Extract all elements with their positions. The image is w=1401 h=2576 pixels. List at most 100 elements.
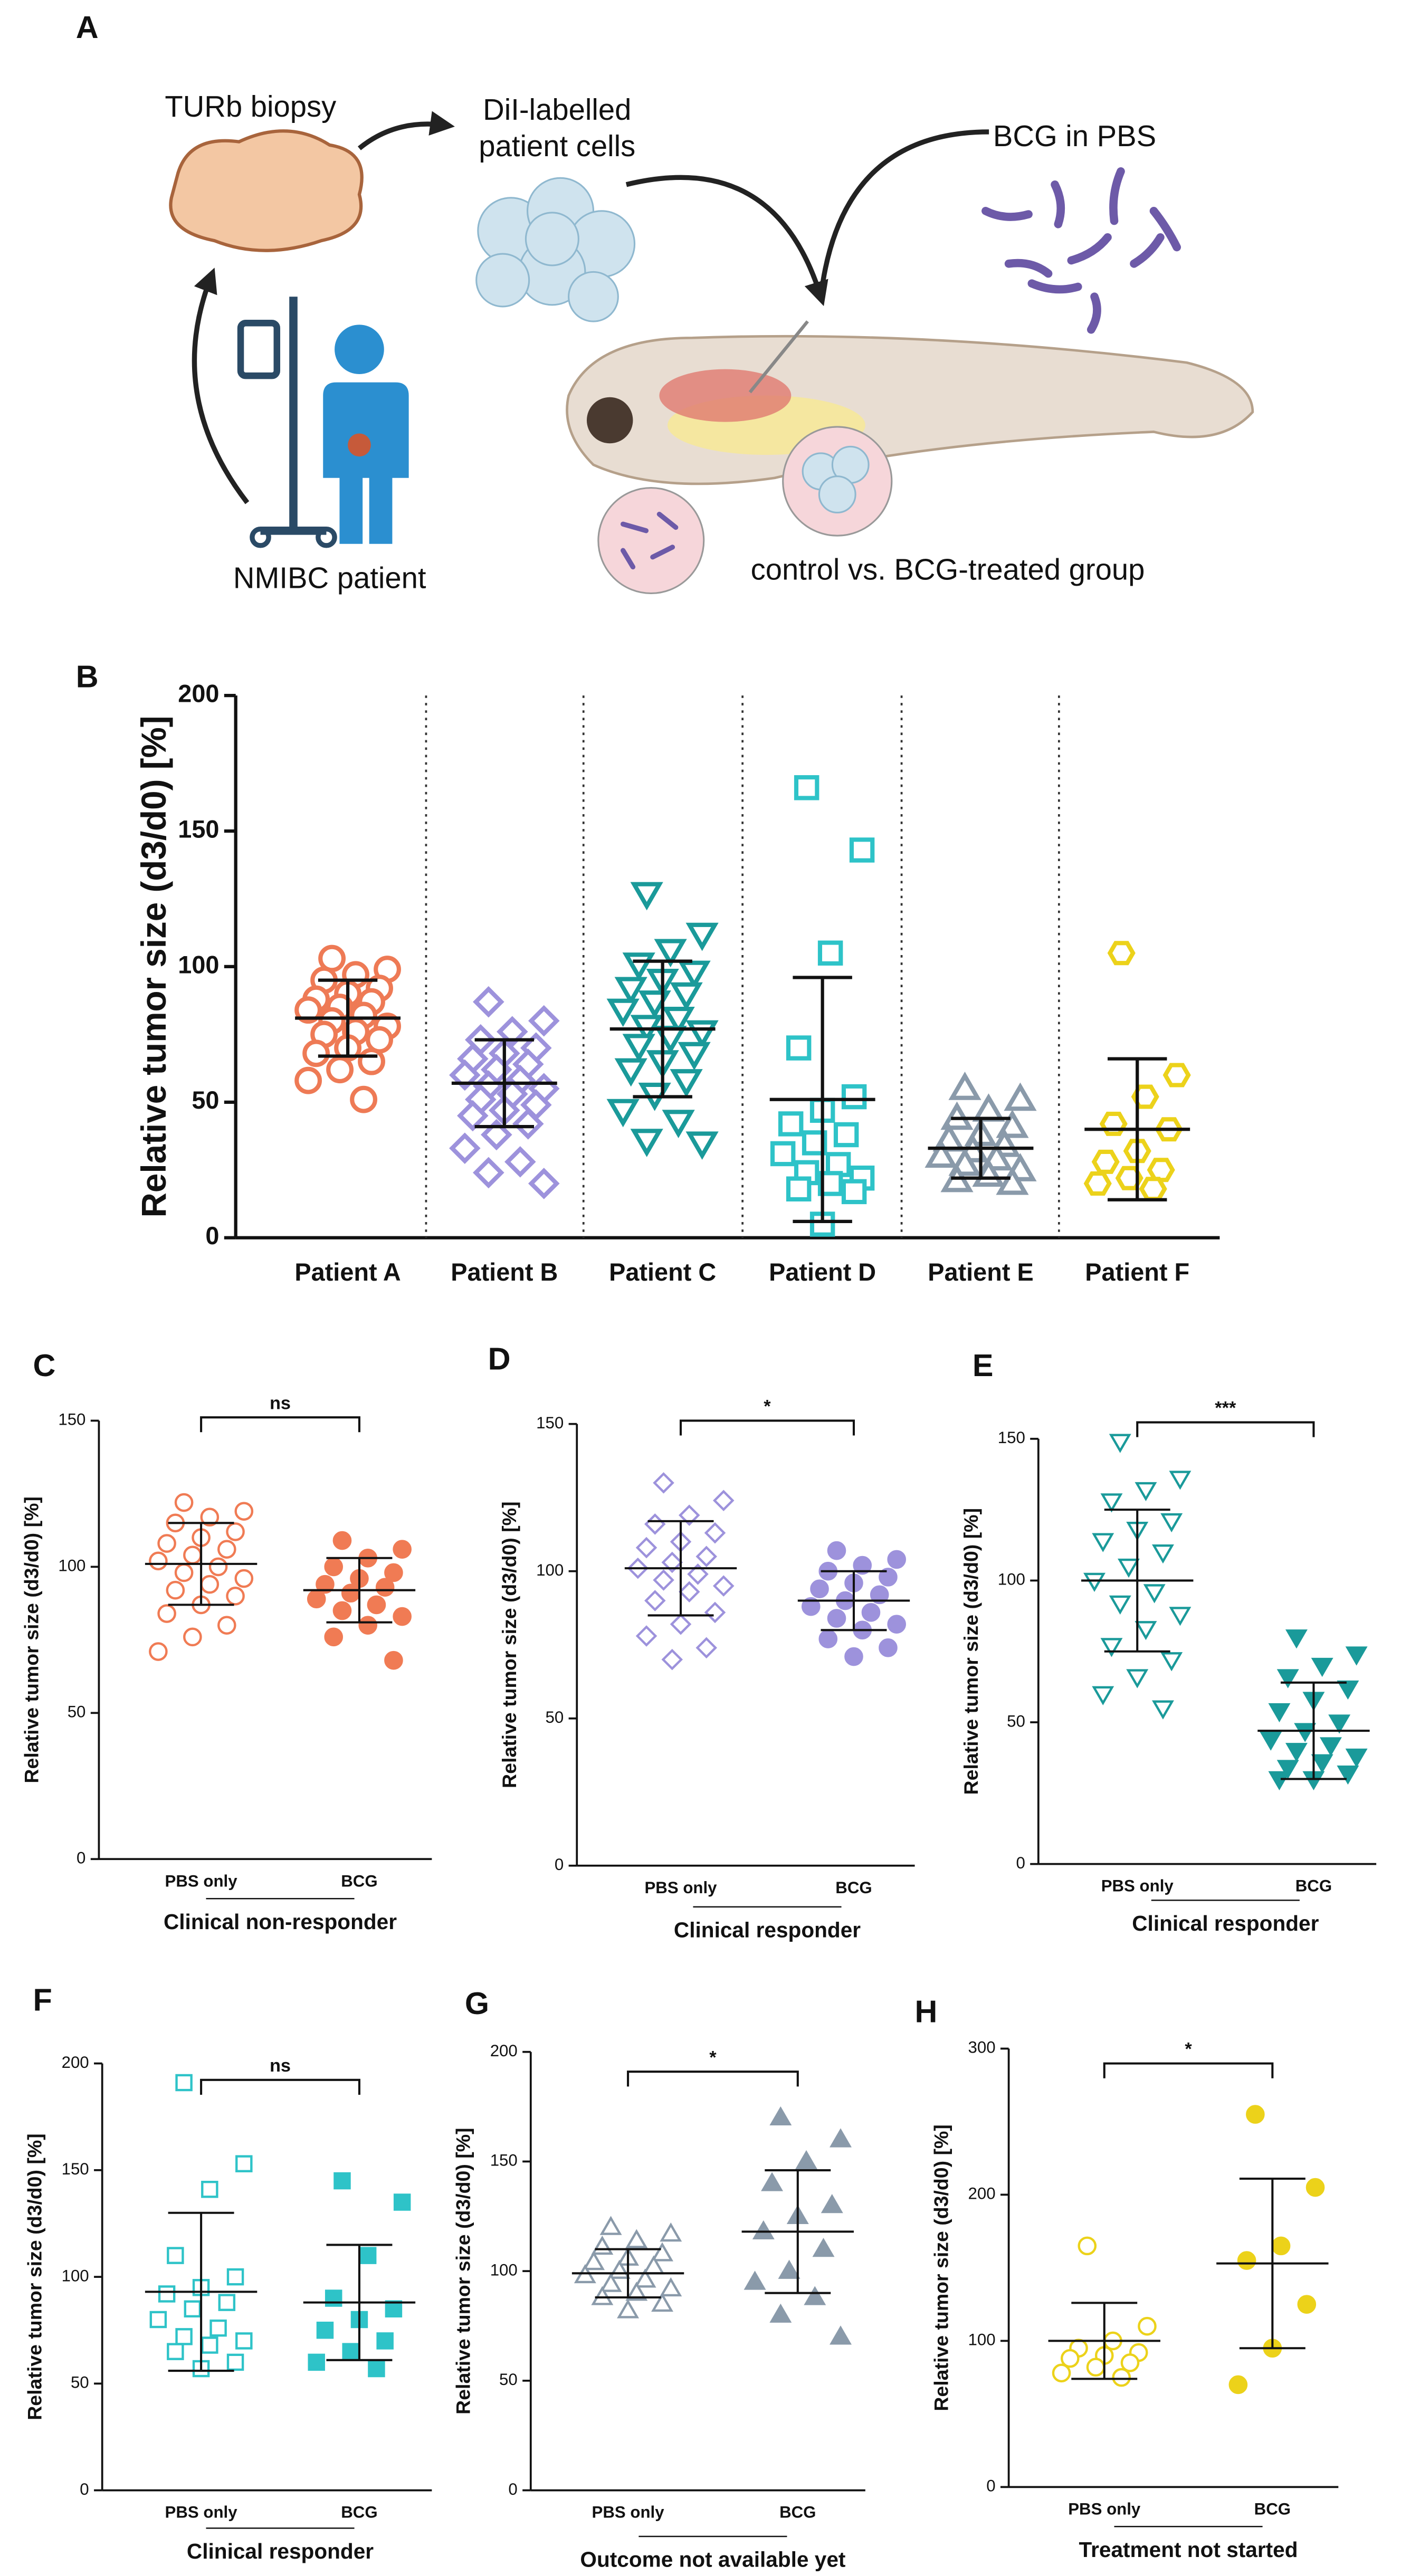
data-point xyxy=(1169,1607,1192,1626)
data-point xyxy=(1112,2368,1131,2387)
x-tick-label: Patient A xyxy=(294,1258,401,1286)
inset-bacteria xyxy=(621,511,679,570)
data-point xyxy=(1271,2236,1291,2256)
data-point xyxy=(1246,2105,1265,2124)
data-point xyxy=(661,1648,683,1671)
data-point xyxy=(827,1609,846,1628)
zebrafish xyxy=(566,320,1254,485)
y-tick-label: 50 xyxy=(71,2373,89,2392)
chart: G 0 50 100 150 200 Relative tumor size (d3/d0)… xyxy=(452,1986,865,2572)
data-point xyxy=(634,2268,656,2288)
data-point xyxy=(827,1541,846,1560)
panel-letter: G xyxy=(465,1986,489,2021)
significance-bracket xyxy=(627,2071,799,2087)
data-point xyxy=(972,1093,1005,1122)
x-tick-label: Patient E xyxy=(928,1258,1033,1286)
data-point xyxy=(1276,1669,1299,1688)
data-point xyxy=(149,2311,167,2329)
chart: C 0 50 100 150 Relative tumor size (d3/d0) [%… xyxy=(20,1348,432,1934)
data-point xyxy=(704,1522,726,1544)
data-point xyxy=(1151,1700,1174,1720)
data-point xyxy=(599,2216,622,2235)
data-point xyxy=(821,2193,843,2214)
x-tick-label: BCG xyxy=(341,1872,377,1890)
patient xyxy=(237,297,409,548)
significance-label: * xyxy=(764,1397,771,1417)
y-tick-label: 150 xyxy=(58,1410,85,1429)
data-point xyxy=(948,1071,981,1100)
data-point xyxy=(1092,1533,1114,1552)
data-point xyxy=(670,1613,692,1635)
data-point xyxy=(670,1069,703,1098)
data-point xyxy=(996,1109,1029,1138)
x-axis-label: Treatment not started xyxy=(1079,2537,1298,2562)
bacteria xyxy=(981,167,1181,334)
data-point xyxy=(226,2353,244,2371)
data-point xyxy=(1160,1652,1183,1672)
data-point xyxy=(1147,1158,1175,1182)
data-point xyxy=(449,1132,481,1164)
y-tick-label: 200 xyxy=(178,680,219,707)
y-tick-label: 50 xyxy=(1007,1712,1025,1730)
arrow xyxy=(357,111,455,150)
data-point xyxy=(795,2150,817,2170)
data-point xyxy=(316,1575,335,1594)
y-tick-label: 100 xyxy=(58,1557,85,1575)
data-point xyxy=(307,1589,326,1609)
data-point xyxy=(183,1545,202,1565)
data-point xyxy=(1319,1737,1342,1757)
data-point xyxy=(1120,2353,1140,2372)
y-tick-label: 0 xyxy=(80,2480,89,2498)
patient-label: NMIBC patient xyxy=(233,561,426,594)
data-point xyxy=(1139,1177,1167,1201)
data-point xyxy=(235,2332,253,2350)
data-point xyxy=(1135,1621,1157,1640)
data-point xyxy=(1169,1471,1192,1490)
y-axis-label: Relative tumor size (d3/d0) [%] xyxy=(135,715,173,1217)
data-point xyxy=(1118,1558,1140,1578)
data-point xyxy=(635,1537,657,1559)
cells-label: patient cells xyxy=(479,129,635,163)
data-point xyxy=(457,1100,489,1132)
data-point xyxy=(712,1490,735,1512)
data-point xyxy=(1268,1703,1291,1723)
data-point xyxy=(841,1084,867,1110)
data-point xyxy=(1237,2251,1256,2270)
data-point xyxy=(670,982,703,1011)
panel-letter: F xyxy=(33,1982,52,2018)
significance-label: *** xyxy=(1215,1398,1236,1418)
y-tick-label: 100 xyxy=(178,951,219,978)
x-tick-label: PBS only xyxy=(165,2503,238,2522)
y-axis-label: Relative tumor size (d3/d0) [%] xyxy=(930,2124,952,2411)
diagram: A TURb biopsy DiI-labelled patient cells… xyxy=(76,9,1254,594)
data-point xyxy=(651,2292,674,2312)
data-point xyxy=(174,1563,194,1582)
x-tick-label: Patient D xyxy=(769,1258,876,1286)
data-point xyxy=(678,1504,700,1526)
y-axis-label: Relative tumor size (d3/d0) [%] xyxy=(960,1508,982,1795)
y-tick-label: 50 xyxy=(499,2370,518,2389)
data-point xyxy=(294,1066,322,1094)
data-point xyxy=(662,1110,695,1138)
y-tick-label: 200 xyxy=(490,2041,518,2060)
y-tick-label: 50 xyxy=(546,1708,564,1726)
data-point xyxy=(849,837,875,863)
data-point xyxy=(651,2242,674,2262)
panel-letter: E xyxy=(973,1348,994,1383)
data-point xyxy=(217,1540,236,1559)
data-point xyxy=(630,1129,663,1157)
data-point xyxy=(940,1101,974,1130)
chart: E 0 50 100 150 Relative tumor size (d3/d0) [%… xyxy=(960,1348,1377,1935)
data-point xyxy=(812,2238,835,2257)
chart: H 0 100 200 300 Relative tumor size (d3/d0) [… xyxy=(915,1994,1339,2562)
data-point xyxy=(606,998,640,1027)
data-point xyxy=(184,2300,202,2318)
data-point xyxy=(622,1034,655,1063)
data-point xyxy=(925,1139,958,1168)
data-point xyxy=(695,1637,718,1659)
y-tick-label: 0 xyxy=(77,1849,85,1867)
data-point xyxy=(332,1601,352,1620)
data-point xyxy=(384,1563,403,1582)
